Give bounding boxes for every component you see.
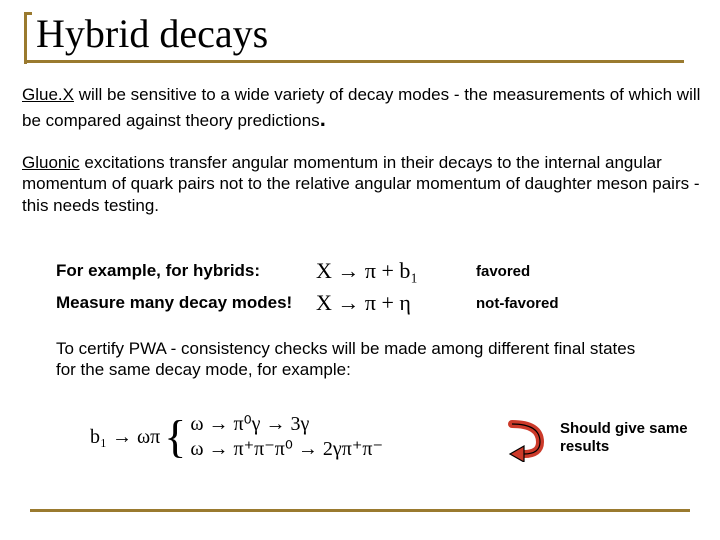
title-underline [24, 60, 684, 63]
paragraph-1-body: will be sensitive to a wide variety of d… [22, 85, 700, 130]
paragraph-1-lead: Glue.X [22, 85, 74, 104]
paragraph-2: Gluonic excitations transfer angular mom… [22, 152, 702, 216]
footer-rule [30, 509, 690, 512]
favored-label: favored [476, 263, 530, 280]
paragraph-2-body: excitations transfer angular momentum in… [22, 153, 700, 215]
decay-left: b₁ → ωπ [90, 426, 160, 449]
paragraph-2-lead: Gluonic [22, 153, 80, 172]
example-row-1: For example, for hybrids: X → π + b₁ fav… [56, 258, 676, 284]
decay-branch-bottom: ω → π⁺π⁻π⁰ → 2γπ⁺π⁻ [190, 437, 383, 462]
title-block: Hybrid decays [24, 12, 696, 63]
decay-branch-top: ω → π⁰γ → 3γ [190, 412, 383, 437]
example-block: For example, for hybrids: X → π + b₁ fav… [56, 258, 676, 322]
example-label-2: Measure many decay modes! [56, 293, 316, 313]
decay-equation: b₁ → ωπ { ω → π⁰γ → 3γ ω → π⁺π⁻π⁰ → 2γπ⁺… [90, 412, 383, 462]
paragraph-1-period: . [320, 106, 326, 131]
notfavored-label: not-favored [476, 295, 559, 312]
example-row-2: Measure many decay modes! X → π + η not-… [56, 290, 676, 316]
equation-notfavored: X → π + η [316, 290, 466, 316]
example-label-1: For example, for hybrids: [56, 261, 316, 281]
slide-title: Hybrid decays [24, 12, 696, 56]
decay-stack: ω → π⁰γ → 3γ ω → π⁺π⁻π⁰ → 2γπ⁺π⁻ [190, 412, 383, 462]
equation-favored: X → π + b₁ [316, 258, 466, 284]
curved-arrow-icon [500, 418, 548, 462]
slide: Hybrid decays Glue.X will be sensitive t… [0, 0, 720, 540]
paragraph-1: Glue.X will be sensitive to a wide varie… [22, 84, 702, 133]
paragraph-3: To certify PWA - consistency checks will… [56, 338, 656, 381]
brace-icon: { [164, 419, 186, 456]
should-give-label: Should give same results [560, 420, 700, 456]
